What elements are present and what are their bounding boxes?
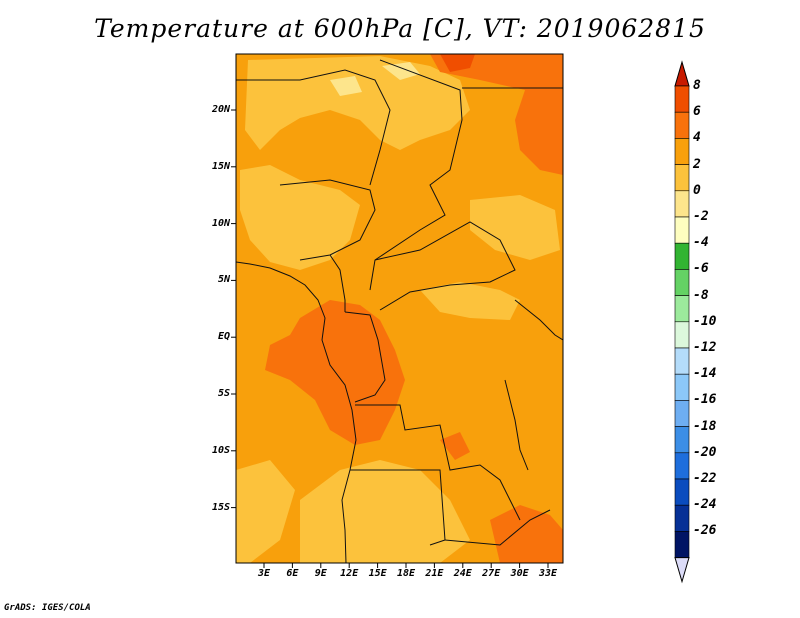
- lat-tick-label: 15S: [211, 501, 230, 513]
- cool-zone-chad: [470, 195, 560, 260]
- lon-tick-label: 6E: [286, 568, 299, 579]
- cool-zone-south: [300, 460, 470, 563]
- colorbar-swatch: [674, 242, 690, 270]
- cool-zone-west: [240, 165, 360, 270]
- border-niger: [236, 69, 391, 186]
- colorbar: [674, 60, 690, 584]
- colorbar-label: -12: [693, 340, 717, 355]
- plot-frame: [235, 53, 564, 564]
- colorbar-label: -18: [693, 418, 717, 434]
- colorbar-top-arrow: [674, 60, 690, 87]
- warm-zone-southeast: [490, 505, 563, 563]
- cool-zone-ne-light: [382, 62, 420, 80]
- lon-tick-label: 24E: [453, 568, 472, 579]
- colorbar-label: -22: [693, 471, 717, 486]
- colorbar-swatch: [674, 504, 690, 532]
- colorbar-label: 6: [693, 104, 701, 120]
- lat-tick-label: EQ: [217, 331, 230, 343]
- map-title: Temperature at 600hPa [C], VT: 201906281…: [94, 14, 706, 43]
- borders: [236, 59, 563, 563]
- colorbar-swatch: [674, 85, 690, 113]
- lon-tick-label: 30E: [510, 568, 529, 579]
- border-cameroon: [329, 254, 346, 312]
- colorbar-label: 8: [693, 78, 701, 93]
- warm-zone-lake: [440, 432, 470, 460]
- warm-zone-gabon-congo: [265, 300, 405, 445]
- lon-tick-label: 27E: [482, 568, 501, 579]
- lat-tick-label: 15N: [211, 160, 230, 172]
- colorbar-swatch: [674, 269, 690, 296]
- lon-tick-label: 12E: [340, 568, 359, 579]
- lon-tick-label: 21E: [425, 568, 444, 579]
- colorbar-swatch: [674, 321, 690, 349]
- lon-tick-label: 18E: [396, 568, 416, 579]
- colorbar-swatch: [674, 216, 690, 244]
- colorbar-label: -6: [693, 261, 709, 277]
- cool-zone-sahel-light: [330, 76, 362, 96]
- colorbar-label: -14: [693, 366, 717, 382]
- coastline: [236, 261, 357, 563]
- border-zambia: [444, 509, 551, 546]
- colorbar-swatch: [674, 373, 690, 401]
- colorbar-label: -4: [693, 235, 709, 251]
- colorbar-label: 2: [693, 156, 701, 172]
- colorbar-label: -2: [693, 209, 709, 224]
- colorbar-label: 4: [693, 130, 701, 146]
- border-drc: [355, 404, 521, 521]
- colorbar-swatch: [674, 426, 690, 454]
- colorbar-swatch: [674, 347, 690, 375]
- cool-zone-southwest: [236, 460, 295, 563]
- colorbar-label: -10: [693, 313, 717, 329]
- lon-tick-label: 9E: [314, 568, 327, 579]
- border-chad: [369, 59, 463, 291]
- colorbar-swatch: [674, 111, 690, 139]
- colorbar-swatch: [674, 190, 690, 218]
- colorbar-label: -16: [693, 392, 717, 408]
- colorbar-label: -20: [693, 444, 717, 460]
- lat-tick-label: 10N: [211, 217, 230, 229]
- lat-tick-label: 20N: [211, 104, 230, 115]
- border-lakes: [504, 379, 529, 471]
- lon-tick-label: 15E: [368, 568, 387, 579]
- colorbar-label: -8: [693, 287, 709, 303]
- temperature-field: [236, 54, 563, 563]
- colorbar-bottom-arrow: [674, 557, 690, 584]
- border-angola: [350, 469, 446, 546]
- colorbar-swatch: [674, 164, 690, 192]
- colorbar-swatch: [674, 452, 690, 480]
- border-east: [514, 299, 563, 341]
- colorbar-label: -26: [693, 523, 717, 539]
- colorbar-swatch: [674, 531, 690, 558]
- lon-tick-label: 3E: [257, 568, 271, 579]
- warm-zone-northeast: [430, 54, 563, 175]
- colorbar-swatch: [674, 295, 690, 323]
- lat-tick-label: 10S: [211, 444, 230, 456]
- hot-spot-north: [440, 54, 475, 72]
- cool-zone-central: [420, 282, 520, 320]
- colorbar-label: 0: [693, 182, 701, 198]
- colorbar-swatch: [674, 400, 690, 427]
- colorbar-label: -24: [693, 497, 717, 513]
- lon-tick-label: 33E: [538, 568, 558, 579]
- border-car: [374, 221, 516, 311]
- lat-tick-label: 5N: [217, 274, 230, 286]
- border-congo: [344, 311, 386, 403]
- colorbar-swatch: [674, 478, 690, 506]
- colorbar-swatch: [674, 138, 690, 165]
- lat-tick-label: 5S: [217, 388, 230, 399]
- credit-text: GrADS: IGES/COLA: [4, 603, 91, 613]
